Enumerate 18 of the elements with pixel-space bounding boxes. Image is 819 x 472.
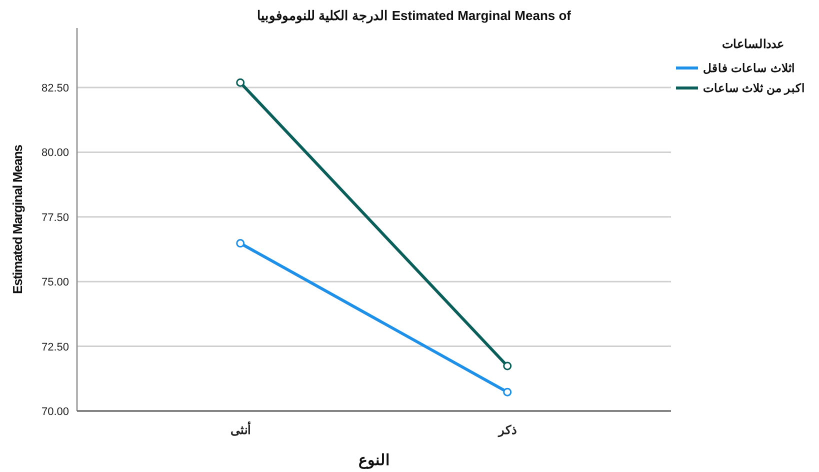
point [503, 388, 512, 396]
y-tick-label: 82.50 [41, 82, 69, 95]
y-tick-label: 70.00 [41, 406, 69, 418]
y-tick-label: 77.50 [41, 212, 69, 224]
legend-title: عددالساعات [722, 37, 784, 51]
x-tick-label: ذكر [497, 423, 516, 438]
y-tick-label: 80.00 [41, 147, 69, 160]
chart-title: Estimated Marginal Means of الدرجة الكلية للنوموفوبيا [257, 8, 572, 24]
legend-label: اكبر من ثلاث ساعات [703, 82, 805, 96]
point [503, 362, 512, 370]
point [236, 78, 245, 87]
legend-label: اثلاث ساعات فاقل [703, 62, 794, 75]
x-tick-label: أنثى [230, 422, 250, 437]
point [236, 239, 245, 248]
y-axis-title: Estimated Marginal Means [10, 144, 25, 294]
y-tick-label: 72.50 [41, 341, 69, 354]
y-tick-label: 75.00 [41, 276, 69, 289]
x-axis-title: النوع [358, 452, 390, 469]
